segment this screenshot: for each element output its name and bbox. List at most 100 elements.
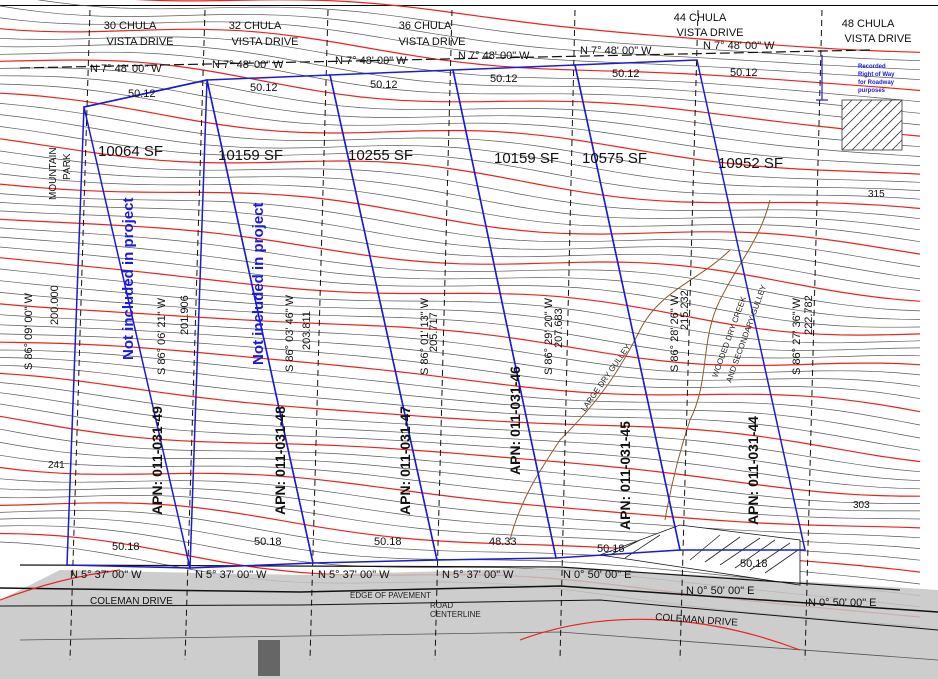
bottom-distance-5: 50.18 [597, 543, 625, 555]
not-included-labels: Not included in project Not included in … [120, 197, 267, 365]
contour-line-minor [37, 0, 921, 62]
side-distance-3: 203.811 [301, 311, 313, 350]
contour-line-minor [0, 44, 921, 114]
apn-011-031-44: APN: 011-031-44 [745, 416, 761, 525]
top-bearing-2: N 7° 48' 00" W [212, 59, 284, 71]
side-bearings: S 86° 09' 00" W S 86° 06' 21" W S 86° 03… [23, 292, 803, 375]
address-44-line2: VISTA DRIVE [676, 27, 743, 39]
apn-011-031-49: APN: 011-031-49 [149, 406, 165, 515]
contour-line-major [135, 0, 921, 53]
contour-line-minor [0, 202, 921, 280]
address-36-line1: 36 CHULA [399, 20, 452, 32]
contour-line-minor [0, 51, 921, 126]
top-row-line [19, 49, 871, 69]
driveway-hatch [598, 524, 801, 586]
apn-011-031-46: APN: 011-031-46 [507, 366, 523, 475]
top-distances: 50.12 50.12 50.12 50.12 50.12 50.12 [128, 67, 758, 100]
contour-line-minor [0, 382, 921, 473]
contour-line-minor [0, 83, 921, 166]
side-distance-6: 215.232 [679, 290, 691, 330]
contour-line-major [0, 183, 921, 255]
contour-line-minor [0, 280, 921, 351]
contour-line-minor [0, 36, 921, 103]
contour-line-minor [0, 349, 921, 426]
contour-line-minor [0, 193, 921, 267]
mountain-park-line1: MOUNTAIN [48, 147, 59, 200]
top-distance-6: 50.12 [730, 67, 758, 79]
area-lot-45: 10575 SF [582, 150, 647, 167]
top-bearing-6: N 7° 48' 00" W [703, 40, 775, 52]
contour-line-minor [0, 428, 920, 504]
contour-line-major [0, 466, 921, 529]
side-bearing-2: S 86° 06' 21" W [156, 297, 168, 375]
bottom-bearing-5: N 0° 50' 00" E [563, 569, 632, 581]
recorded-row-line4: purposes [858, 88, 886, 94]
bottom-bearing-2: N 5° 37' 00" W [195, 569, 267, 581]
apn-011-031-47: APN: 011-031-47 [397, 406, 413, 515]
not-included-lot-49: Not included in project [120, 197, 137, 360]
area-lot-48: 10159 SF [218, 147, 283, 164]
side-bearing-7: S 86° 27' 36" W [791, 297, 803, 375]
bottom-bearing-4: N 5° 37' 00" W [442, 569, 514, 581]
bottom-bearing-1: N 5° 37' 00" W [70, 569, 142, 581]
contour-line-minor [0, 324, 921, 387]
road-centerline-line2: CENTERLINE [430, 610, 481, 619]
side-distance-5: 207.683 [553, 308, 565, 348]
side-bearing-6: S 86° 28' 26" W [669, 294, 681, 372]
contour-line-minor [0, 392, 921, 482]
contour-line-minor [0, 67, 921, 148]
top-border-line [0, 5, 938, 6]
contour-line-major [0, 28, 921, 92]
contour-line-major [0, 92, 921, 175]
creek-lines [509, 199, 771, 541]
side-distance-1: 200.000 [49, 285, 61, 325]
contour-line-minor [0, 364, 921, 451]
contour-line-minor [0, 227, 921, 312]
bottom-bearing-6: N 0° 50' 00" E [686, 585, 755, 597]
bottom-distance-3: 50.18 [374, 536, 402, 548]
top-distance-5: 50.12 [612, 68, 640, 80]
address-36-line2: VISTA DRIVE [398, 36, 465, 48]
lot-areas: 10064 SF 10159 SF 10255 SF 10159 SF 1057… [98, 143, 783, 172]
address-44-line1: 44 CHULA [674, 12, 727, 24]
bottom-bearing-7: N 0° 50' 00" E [808, 597, 877, 609]
not-included-lot-48: Not included in project [250, 202, 267, 365]
contour-line-major [0, 303, 921, 367]
contour-line-major [0, 372, 921, 463]
bottom-distance-1: 50.18 [112, 541, 140, 553]
contour-line-major [0, 257, 921, 336]
bottom-bearings: N 5° 37' 00" W N 5° 37' 00" W N 5° 37' 0… [70, 569, 877, 609]
address-32-line1: 32 CHULA [229, 20, 282, 32]
contour-line-minor [0, 210, 921, 291]
bottom-row-line-2 [559, 566, 901, 591]
address-30-line1: 30 CHULA [104, 20, 157, 32]
top-distance-3: 50.12 [370, 79, 398, 91]
side-bearing-1: S 86° 09' 00" W [23, 292, 35, 370]
contour-line-minor [0, 162, 921, 231]
road-centerline-line1: ROAD [430, 601, 453, 610]
recorded-row-line2: Right of Way [858, 72, 895, 78]
top-distance-1: 50.12 [128, 88, 156, 100]
mountain-park-line2: PARK [62, 153, 73, 180]
contour-line-major [0, 415, 921, 497]
recorded-row-line3: for Roadway [858, 80, 895, 86]
edge-of-pavement-label: EDGE OF PAVEMENT [350, 591, 431, 600]
top-bearing-5: N 7° 48' 00" W [580, 45, 652, 57]
side-distances: 200.000 201.906 203.811 205.717 207.683 … [49, 285, 815, 352]
apn-011-031-48: APN: 011-031-48 [272, 406, 288, 515]
contour-line-minor [0, 236, 921, 320]
apn-011-031-45: APN: 011-031-45 [617, 421, 633, 530]
area-lot-49: 10064 SF [98, 143, 163, 160]
bottom-distance-4: 48.33 [489, 536, 517, 548]
contour-line-minor [0, 403, 921, 490]
area-lot-47: 10255 SF [348, 147, 413, 164]
bottom-bearing-3: N 5° 37' 00" W [318, 569, 390, 581]
contour-line-minor [0, 150, 921, 220]
address-30-line2: VISTA DRIVE [106, 36, 173, 48]
topographic-contours [0, 0, 921, 627]
top-bearing-4: N 7° 48' 00" W [458, 50, 530, 62]
contour-line-minor [0, 454, 921, 520]
area-lot-46: 10159 SF [494, 150, 559, 167]
parcel-303: 303 [853, 500, 870, 511]
